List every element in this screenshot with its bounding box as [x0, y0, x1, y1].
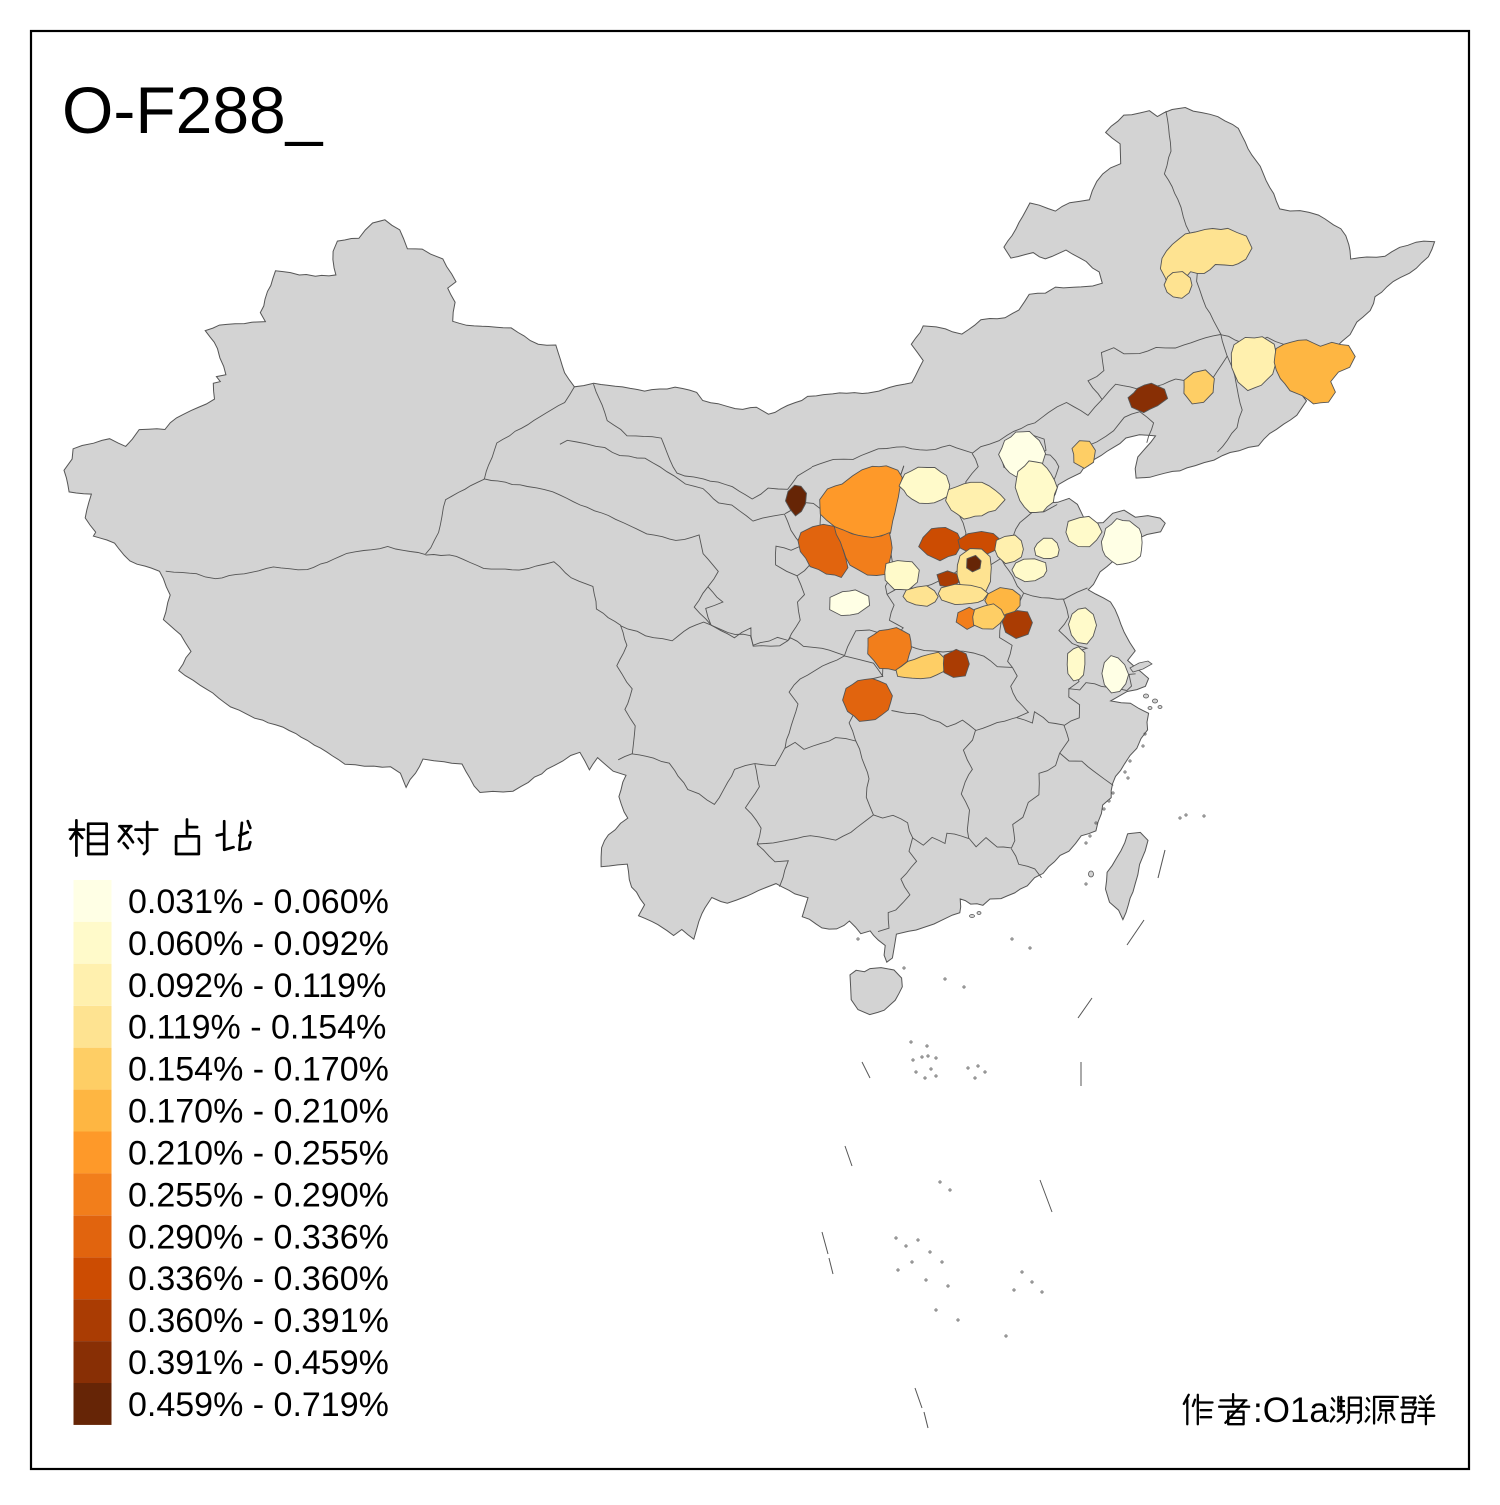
svg-text:0.092% - 0.119%: 0.092% - 0.119% — [128, 967, 386, 1005]
svg-text:0.031% - 0.060%: 0.031% - 0.060% — [128, 883, 389, 921]
svg-text:0.255% - 0.290%: 0.255% - 0.290% — [128, 1176, 389, 1214]
svg-text:0.290% - 0.336%: 0.290% - 0.336% — [128, 1218, 389, 1256]
svg-text:0.391% - 0.459%: 0.391% - 0.459% — [128, 1344, 389, 1382]
svg-text:0.210% - 0.255%: 0.210% - 0.255% — [128, 1135, 389, 1173]
svg-text:0.154% - 0.170%: 0.154% - 0.170% — [128, 1051, 389, 1089]
svg-text:0.360% - 0.391%: 0.360% - 0.391% — [128, 1302, 389, 1340]
svg-text:0.336% - 0.360%: 0.336% - 0.360% — [128, 1260, 389, 1298]
svg-text:0.119% - 0.154%: 0.119% - 0.154% — [128, 1009, 386, 1047]
svg-text:O-F288_: O-F288_ — [62, 73, 324, 147]
svg-text:0.060% - 0.092%: 0.060% - 0.092% — [128, 925, 389, 963]
svg-text:0.459% - 0.719%: 0.459% - 0.719% — [128, 1386, 389, 1424]
svg-text::O1a: :O1a — [1253, 1391, 1329, 1430]
svg-text:0.170% - 0.210%: 0.170% - 0.210% — [128, 1093, 389, 1131]
